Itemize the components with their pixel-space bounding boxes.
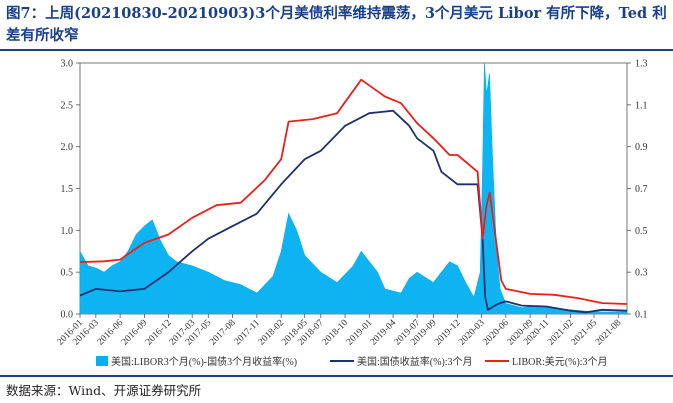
x-tick-label: 2021-05: [570, 318, 600, 348]
right-tick-label: 1.1: [635, 100, 648, 111]
x-tick-label: 2019-12: [433, 318, 463, 348]
x-tick-label: 2017-08: [208, 318, 238, 348]
left-tick-label: 0.5: [61, 268, 74, 279]
right-tick-label: 1.3: [635, 59, 648, 70]
x-tick-label: 2021-08: [594, 318, 624, 348]
x-tick-label: 2016-06: [96, 318, 126, 348]
left-tick-label: 3.0: [61, 59, 74, 70]
bottom-rule: [0, 375, 673, 377]
right-tick-label: 0.5: [635, 226, 648, 237]
left-tick-label: 1.5: [61, 184, 74, 195]
chart-title: 图7：上周(20210830-20210903)3个月美债利率维持震荡，3个月美…: [6, 5, 667, 44]
right-tick-label: 0.7: [635, 184, 648, 195]
legend-label: 美国:LIBOR3个月(%)-国债3个月收益率(%): [111, 355, 297, 368]
chart-area: 0.0 0.5 1.0 1.5 2.0 2.5 3.0 0.1 0.3 0.5 0.7 0.9 1.1 1…: [56, 59, 648, 369]
series-treasury-line: [79, 109, 628, 314]
legend-swatch-spread: [96, 356, 108, 366]
right-tick-label: 0.3: [635, 268, 648, 279]
series-libor-line: [79, 78, 628, 305]
x-tick-label: 2017-11: [233, 318, 262, 347]
right-tick-label: 0.9: [635, 142, 648, 153]
x-tick-label: 2018-10: [321, 318, 351, 348]
series-spread-area: [79, 62, 628, 315]
left-tick-label: 0.0: [61, 310, 74, 321]
x-tick-label: 2016-09: [120, 318, 150, 348]
legend-label: LIBOR:美元(%):3个月: [512, 355, 608, 368]
left-tick-label: 2.0: [61, 142, 74, 153]
left-tick-label: 1.0: [61, 226, 74, 237]
right-tick-label: 0.1: [635, 310, 648, 321]
source-note: 数据来源：Wind、开源证券研究所: [6, 383, 202, 398]
legend-label: 美国:国债收益率(%):3个月: [357, 355, 473, 368]
x-tick-label: 2020-03: [457, 318, 487, 348]
top-rule: [0, 49, 673, 51]
left-tick-label: 2.5: [61, 100, 74, 111]
x-tick-label: 2020-06: [481, 318, 511, 348]
x-tick-label: 2019-04: [369, 318, 399, 348]
